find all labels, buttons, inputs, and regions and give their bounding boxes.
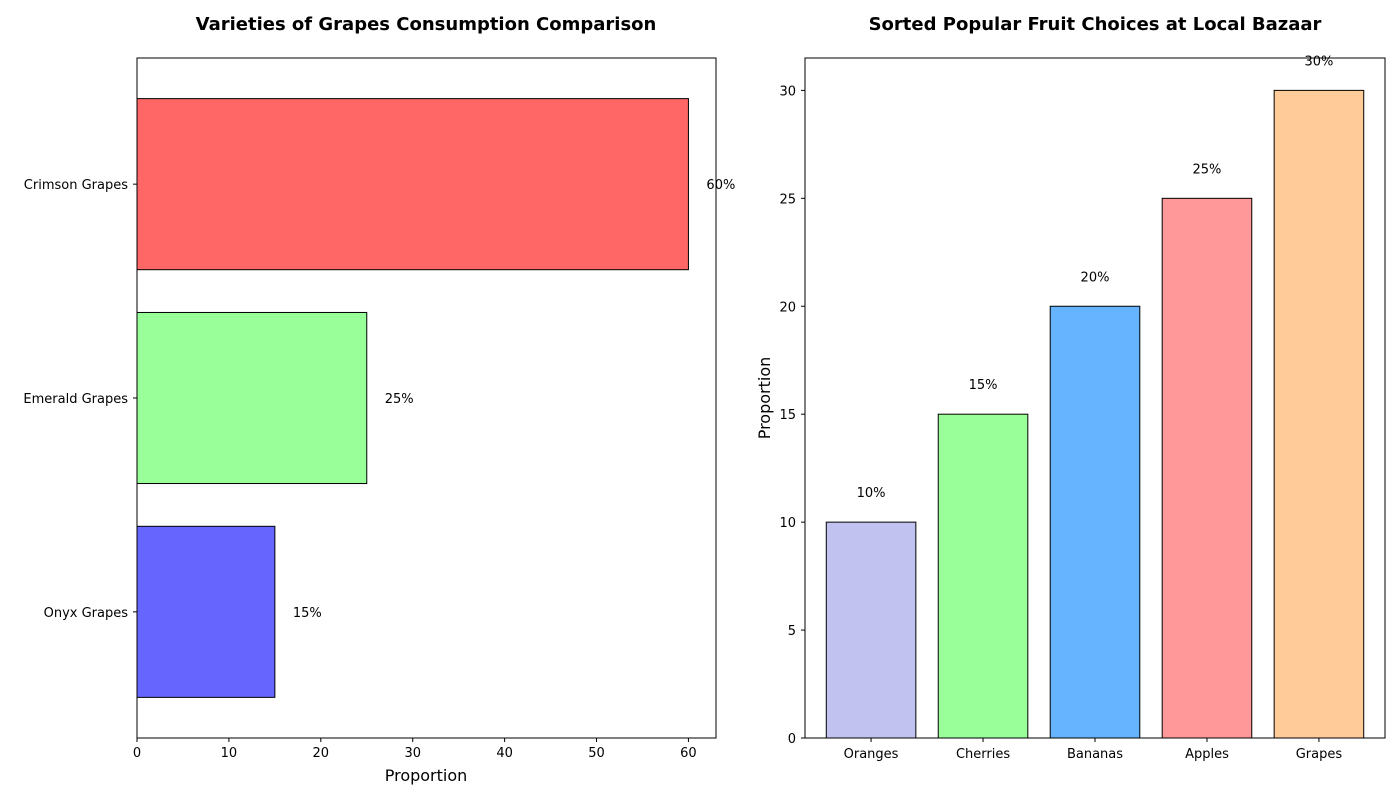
data-label: 15% xyxy=(293,606,322,621)
data-label: 60% xyxy=(706,178,735,193)
left-chart-title: Varieties of Grapes Consumption Comparis… xyxy=(196,14,657,35)
y-tick-label: 20 xyxy=(779,300,796,315)
bar-emerald-grapes xyxy=(136,311,368,485)
x-tick-label: 30 xyxy=(404,746,421,761)
y-tick-label: 15 xyxy=(779,408,796,423)
data-label: 25% xyxy=(1193,162,1222,177)
left-plot-frame xyxy=(136,57,717,739)
bar-cherries xyxy=(937,413,1029,739)
x-tick-label: Grapes xyxy=(1296,747,1343,762)
x-tick-label: 60 xyxy=(680,746,697,761)
right-y-axis-label: Proportion xyxy=(755,357,774,440)
y-tick-label: Emerald Grapes xyxy=(23,392,128,407)
right-chart-title: Sorted Popular Fruit Choices at Local Ba… xyxy=(869,14,1322,35)
x-tick-label: Apples xyxy=(1185,747,1229,762)
data-label: 20% xyxy=(1081,270,1110,285)
fruit-choices-chart: Sorted Popular Fruit Choices at Local Ba… xyxy=(755,14,1386,762)
y-tick-label: 5 xyxy=(788,624,796,639)
data-label: 25% xyxy=(385,392,414,407)
y-tick-label: 25 xyxy=(779,192,796,207)
x-tick-label: Bananas xyxy=(1067,747,1123,762)
data-label: 30% xyxy=(1304,54,1333,69)
y-tick-label: 30 xyxy=(779,84,796,99)
right-plot-frame xyxy=(804,57,1386,739)
x-tick-label: 20 xyxy=(313,746,330,761)
x-tick-label: Oranges xyxy=(844,747,899,762)
y-tick-label: Crimson Grapes xyxy=(24,178,128,193)
left-x-axis-label: Proportion xyxy=(385,766,468,785)
y-tick-label: Onyx Grapes xyxy=(44,606,129,621)
bar-onyx-grapes xyxy=(136,525,276,698)
bar-grapes xyxy=(1273,89,1365,739)
x-tick-label: 0 xyxy=(133,746,141,761)
grape-varieties-chart: Varieties of Grapes Consumption Comparis… xyxy=(23,14,735,785)
x-tick-label: 10 xyxy=(221,746,238,761)
data-label: 10% xyxy=(857,486,886,501)
bar-bananas xyxy=(1049,305,1141,739)
x-tick-label: 40 xyxy=(496,746,513,761)
y-tick-label: 0 xyxy=(788,732,796,747)
bar-apples xyxy=(1161,197,1253,739)
bar-crimson-grapes xyxy=(136,98,689,271)
x-tick-label: 50 xyxy=(588,746,605,761)
bar-oranges xyxy=(825,521,917,739)
y-tick-label: 10 xyxy=(779,516,796,531)
x-tick-label: Cherries xyxy=(956,747,1010,762)
data-label: 15% xyxy=(969,378,998,393)
